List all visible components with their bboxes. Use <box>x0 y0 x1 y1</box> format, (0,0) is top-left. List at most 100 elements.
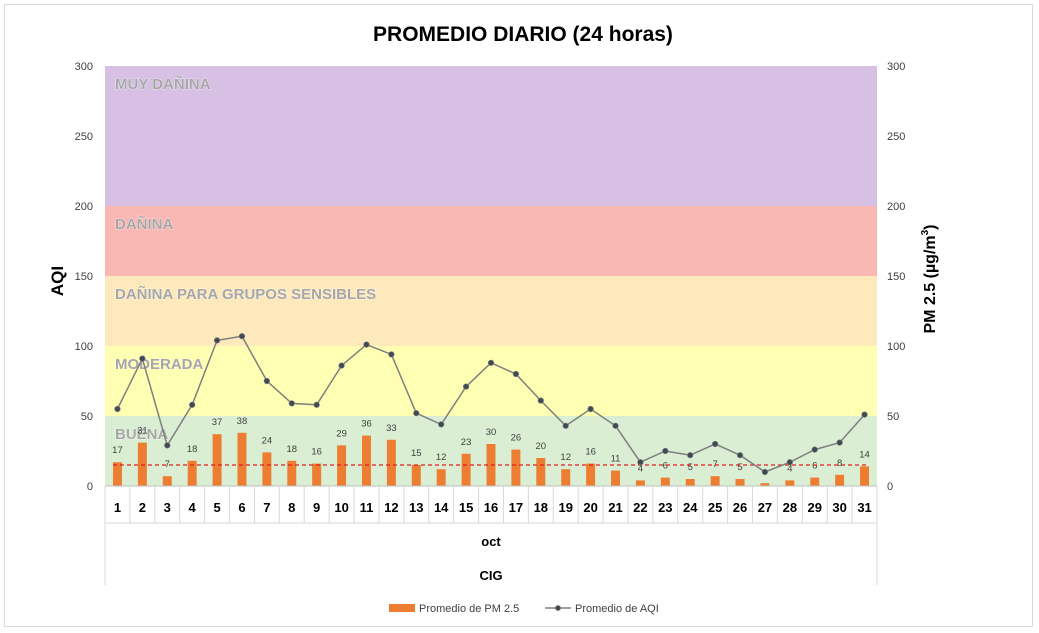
pm25-bar-label-24: 5 <box>688 462 693 473</box>
aqi-point-13 <box>413 410 420 417</box>
aqi-point-15 <box>462 383 470 390</box>
x-tick-12: 12 <box>384 500 398 515</box>
pm25-bar-25 <box>710 476 720 486</box>
pm25-bar-label-11: 36 <box>361 419 372 430</box>
legend-label-aqi: Promedio de AQI <box>575 603 659 615</box>
pm25-bar-label-19: 12 <box>560 452 571 463</box>
aqi-point-24 <box>687 452 694 459</box>
y-axis-ticks: 0 0 50 50 100 100 150 150 200 200 250 250 300 300 <box>75 61 906 493</box>
x-tick-17: 17 <box>509 500 523 515</box>
pm25-bar-23 <box>660 477 670 486</box>
aqi-point-19 <box>562 422 569 429</box>
y-tick-left-200: 200 <box>75 201 93 213</box>
pm25-bar-21 <box>611 470 620 486</box>
pm25-bar-12 <box>386 439 396 486</box>
pm25-bar-label-18: 20 <box>536 441 547 452</box>
pm25-bar-29 <box>810 477 820 486</box>
aqi-point-8 <box>288 400 295 407</box>
pm25-bar-label-23: 6 <box>663 461 668 472</box>
aqi-point-27 <box>761 468 769 476</box>
aqi-point-10 <box>338 362 345 369</box>
aqi-point-3 <box>164 442 171 449</box>
aqi-point-12 <box>388 351 395 358</box>
y-tick-right-50: 50 <box>887 411 899 423</box>
x-tick-29: 29 <box>808 500 822 515</box>
x-tick-23: 23 <box>658 500 672 515</box>
pm25-bar-label-20: 16 <box>585 447 596 458</box>
pm25-bar-label-31: 14 <box>859 449 870 460</box>
y-tick-right-200: 200 <box>887 201 905 213</box>
aqi-line-group <box>114 333 868 476</box>
band-1 <box>105 346 877 416</box>
aqi-point-2 <box>139 355 146 362</box>
y-tick-left-100: 100 <box>75 341 93 353</box>
pm25-bar-14 <box>436 469 446 486</box>
band-3 <box>105 206 877 276</box>
y-tick-right-300: 300 <box>887 61 905 73</box>
y2-axis-title-main: PM 2.5 (µg/m <box>922 235 939 333</box>
aqi-point-20 <box>587 405 594 413</box>
pm25-bar-2 <box>137 442 147 486</box>
pm25-bar-label-16: 30 <box>486 427 497 438</box>
pm25-bar-26 <box>735 479 745 486</box>
pm25-bar-28 <box>785 480 795 486</box>
pm25-bar-10 <box>337 445 347 486</box>
y-axis-title: AQI <box>48 266 67 296</box>
chart-title: PROMEDIO DIARIO (24 horas) <box>373 23 673 46</box>
pm25-bar-label-22: 4 <box>638 463 643 474</box>
pm25-bar-24 <box>685 479 695 486</box>
pm25-bar-label-10: 29 <box>336 428 347 439</box>
x-tick-5: 5 <box>213 500 220 515</box>
aqi-point-28 <box>786 459 793 466</box>
band-4 <box>105 66 877 206</box>
x-axis-table: 1 2 3 4 5 6 7 8 9 10 11 12 13 14 15 16 17 18 19 20 21 22 23 24 2… <box>104 485 878 585</box>
aqi-point-11 <box>363 341 370 348</box>
aqi-point-4 <box>189 401 196 408</box>
aqi-point-23 <box>662 447 669 455</box>
aqi-point-9 <box>313 401 320 408</box>
pm25-bar-27 <box>760 483 770 486</box>
aqi-point-26 <box>736 452 744 459</box>
x-tick-19: 19 <box>558 500 572 515</box>
band-label-3: DAÑINA <box>115 215 173 233</box>
aqi-point-7 <box>263 377 270 385</box>
pm25-bar-label-28: 4 <box>787 463 792 474</box>
pm25-bar-11 <box>362 435 371 486</box>
pm25-bar-label-13: 15 <box>411 448 422 459</box>
pm25-bars <box>112 432 870 486</box>
x-tick-20: 20 <box>583 500 597 515</box>
x-tick-2: 2 <box>139 500 146 515</box>
y-tick-right-0: 0 <box>887 481 893 493</box>
pm25-bar-3 <box>162 476 172 486</box>
x-axis-site-label: CIG <box>479 568 502 583</box>
x-tick-9: 9 <box>313 500 320 515</box>
x-tick-15: 15 <box>459 500 473 515</box>
band-label-1: MODERADA <box>115 356 203 373</box>
x-tick-4: 4 <box>189 500 197 515</box>
y-tick-right-150: 150 <box>887 271 905 283</box>
x-tick-3: 3 <box>164 500 171 515</box>
y-tick-right-100: 100 <box>887 341 905 353</box>
y-tick-right-250: 250 <box>887 131 905 143</box>
x-tick-21: 21 <box>608 500 622 515</box>
y-tick-left-150: 150 <box>75 271 93 283</box>
aqi-point-5 <box>213 337 221 344</box>
x-tick-28: 28 <box>783 500 797 515</box>
legend-label-pm25: Promedio de PM 2.5 <box>419 603 519 615</box>
pm25-bar-20 <box>586 463 596 486</box>
pm25-bar-label-29: 6 <box>812 461 817 472</box>
band-2 <box>105 276 877 346</box>
pm25-bar-31 <box>860 466 870 486</box>
pm25-bar-label-7: 24 <box>262 435 273 446</box>
y2-axis-title: PM 2.5 (µg/m3) <box>920 224 939 333</box>
y-tick-left-50: 50 <box>81 411 93 423</box>
x-tick-24: 24 <box>683 500 698 515</box>
pm25-bar-label-8: 18 <box>286 444 297 455</box>
pm25-bar-label-6: 38 <box>237 416 248 427</box>
pm25-bar-9 <box>312 463 322 486</box>
pm25-bar-label-12: 33 <box>386 423 397 434</box>
pm25-bar-label-2: 31 <box>137 426 148 437</box>
x-tick-10: 10 <box>334 500 348 515</box>
pm25-bar-17 <box>511 449 521 486</box>
pm25-bar-5 <box>212 434 222 486</box>
